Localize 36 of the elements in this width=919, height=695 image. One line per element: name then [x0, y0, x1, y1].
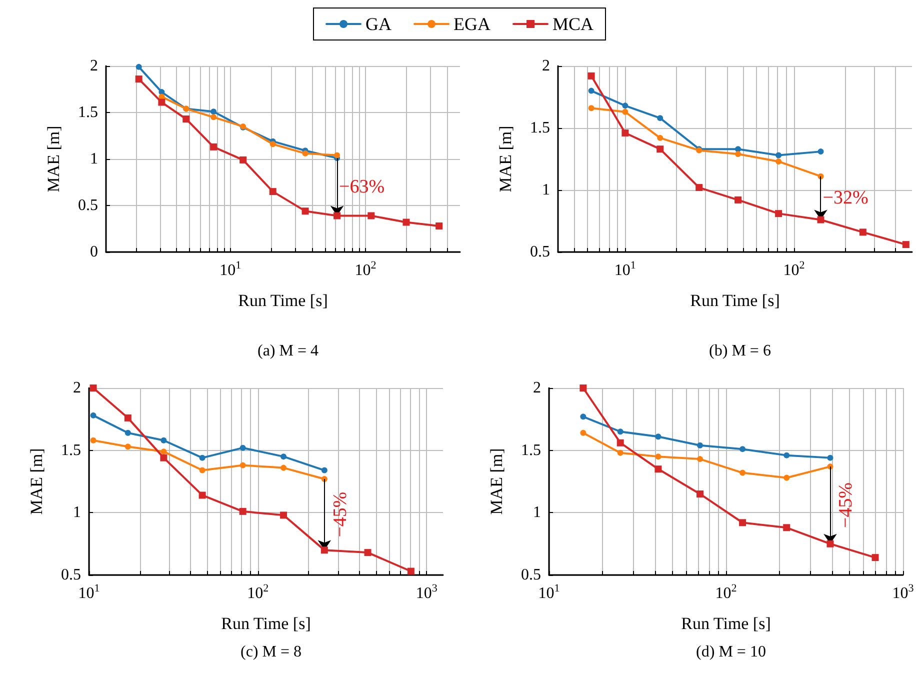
y-tick-label: 2: [542, 58, 550, 74]
y-axis-title: MAE [m]: [27, 448, 46, 515]
legend-label: EGA: [454, 14, 490, 34]
text: (b) M = 6: [709, 342, 771, 360]
y-tick-label: 2: [90, 58, 98, 74]
y-tick-label: 2: [533, 380, 541, 396]
x-axis-title: Run Time [s]: [238, 291, 328, 310]
y-tick-label: 0.5: [78, 197, 98, 214]
y-tick-label: 1.5: [521, 442, 541, 459]
legend-label: GA: [366, 14, 392, 34]
annotation: −63%: [339, 176, 385, 198]
text: (d) M = 10: [696, 644, 766, 660]
y-tick-label: 0.5: [530, 244, 550, 260]
y-tick-label: 0.5: [61, 566, 81, 584]
legend-label: MCA: [552, 14, 594, 34]
y-tick-label: 1: [542, 182, 550, 198]
y-axis-title: MAE [m]: [487, 448, 506, 515]
annotation: −32%: [822, 188, 868, 209]
y-tick-label: 1.5: [78, 104, 98, 121]
annotation: −45%: [330, 492, 351, 538]
x-axis-title: Run Time [s]: [690, 291, 780, 310]
text: (a) M = 4: [257, 342, 319, 360]
y-tick-label: 1.5: [530, 120, 550, 136]
y-tick-label: 1: [90, 150, 98, 168]
y-tick-label: 0.5: [521, 566, 541, 584]
x-axis-title: Run Time [s]: [681, 614, 771, 633]
y-tick-label: 2: [73, 380, 81, 396]
y-tick-label: 1: [73, 504, 81, 522]
y-tick-label: 0: [90, 244, 98, 260]
y-axis-title: MAE [m]: [496, 126, 515, 192]
x-axis-title: Run Time [s]: [221, 614, 311, 633]
y-axis-title: MAE [m]: [44, 126, 63, 192]
annotation: −45%: [836, 482, 857, 528]
y-tick-label: 1.5: [61, 442, 81, 459]
text: (c) M = 8: [240, 644, 302, 660]
y-tick-label: 1: [533, 504, 541, 522]
